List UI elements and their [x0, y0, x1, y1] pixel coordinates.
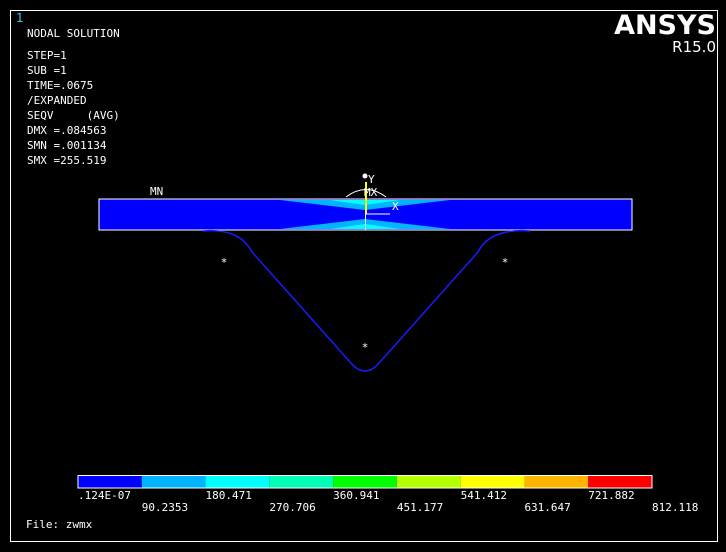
legend-label: 451.177 [397, 501, 443, 514]
legend-label: .124E-07 [78, 489, 131, 502]
node-marker: * [362, 341, 369, 354]
release: R15.0 [672, 38, 716, 56]
legend-label: 180.471 [206, 489, 252, 502]
legend-label: 631.647 [524, 501, 570, 514]
min-label: MN [150, 185, 163, 198]
axis-x-label: X [392, 200, 399, 213]
legend: .124E-07 90.2353 180.471 270.706 360.941 451.… [77, 475, 698, 514]
info-line: SMN =.001134 [27, 139, 107, 152]
window-number: 1 [16, 11, 23, 25]
logo: ANSYS [614, 10, 716, 41]
legend-swatch [396, 476, 461, 488]
legend-swatch [588, 476, 652, 488]
legend-label: 721.882 [588, 489, 634, 502]
info-line: SEQV (AVG) [27, 109, 120, 122]
file-label: File: zwmx [26, 518, 93, 531]
legend-border [77, 475, 653, 489]
legend-label: 90.2353 [142, 501, 188, 514]
info-line: TIME=.0675 [27, 79, 93, 92]
legend-swatch [333, 476, 397, 488]
axis-y-label: Y [368, 173, 375, 186]
legend-label: 812.118 [652, 501, 698, 514]
legend-label: 541.412 [461, 489, 507, 502]
info-line: STEP=1 [27, 49, 67, 62]
arc [345, 189, 387, 198]
legend-swatch [78, 476, 142, 488]
legend-swatch [524, 476, 589, 488]
info-line: NODAL SOLUTION [27, 27, 120, 40]
max-label: MX [364, 186, 378, 199]
legend-swatch [460, 476, 525, 488]
node-marker: * [221, 256, 228, 269]
legend-swatch [141, 476, 206, 488]
legend-label: 360.941 [333, 489, 379, 502]
legend-swatch [205, 476, 270, 488]
legend-label: 270.706 [269, 501, 315, 514]
info-line: SUB =1 [27, 64, 67, 77]
legend-swatch [269, 476, 334, 488]
info-line: /EXPANDED [27, 94, 87, 107]
origin-marker [362, 173, 368, 179]
info-line: SMX =255.519 [27, 154, 106, 167]
node-marker: * [502, 256, 509, 269]
info-line: DMX =.084563 [27, 124, 106, 137]
die-profile [202, 229, 531, 372]
info-block: NODAL SOLUTION STEP=1 SUB =1 TIME=.0675/EXP… [27, 27, 120, 167]
frame [10, 10, 718, 542]
